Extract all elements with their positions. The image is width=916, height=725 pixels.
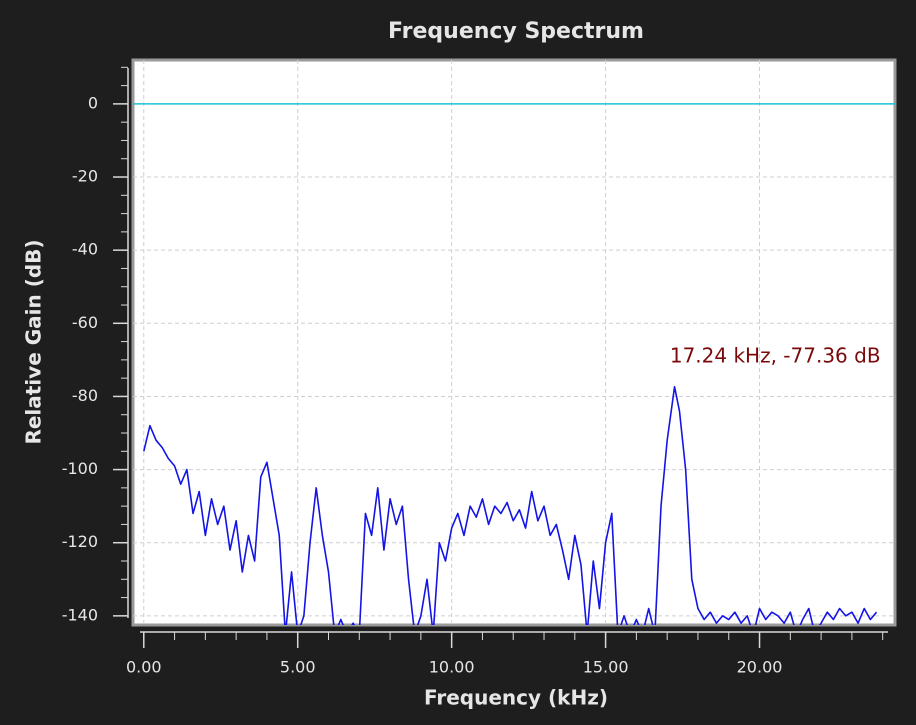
y-tick-label: -20 [72, 167, 98, 186]
x-tick-label: 15.00 [583, 658, 629, 677]
y-tick-label: 0 [88, 93, 98, 112]
x-tick-label: 5.00 [280, 658, 316, 677]
plot-area [131, 58, 897, 627]
y-tick-label: -80 [72, 386, 98, 405]
y-tick-label: -40 [72, 240, 98, 259]
x-axis-title: Frequency (kHz) [424, 686, 608, 710]
peak-annotation: 17.24 kHz, -77.36 dB [670, 343, 881, 367]
y-tick-label: -140 [62, 605, 98, 624]
y-tick-label: -60 [72, 313, 98, 332]
chart-title: Frequency Spectrum [388, 19, 644, 44]
y-axis-title: Relative Gain (dB) [22, 239, 46, 444]
spectrum-line [143, 385, 878, 625]
y-tick-label: -100 [62, 459, 98, 478]
y-tick-label: -120 [62, 532, 98, 551]
plot-content [133, 60, 895, 625]
x-tick-label: 10.00 [429, 658, 475, 677]
x-tick-label: 20.00 [737, 658, 783, 677]
x-tick-label: 0.00 [126, 658, 162, 677]
